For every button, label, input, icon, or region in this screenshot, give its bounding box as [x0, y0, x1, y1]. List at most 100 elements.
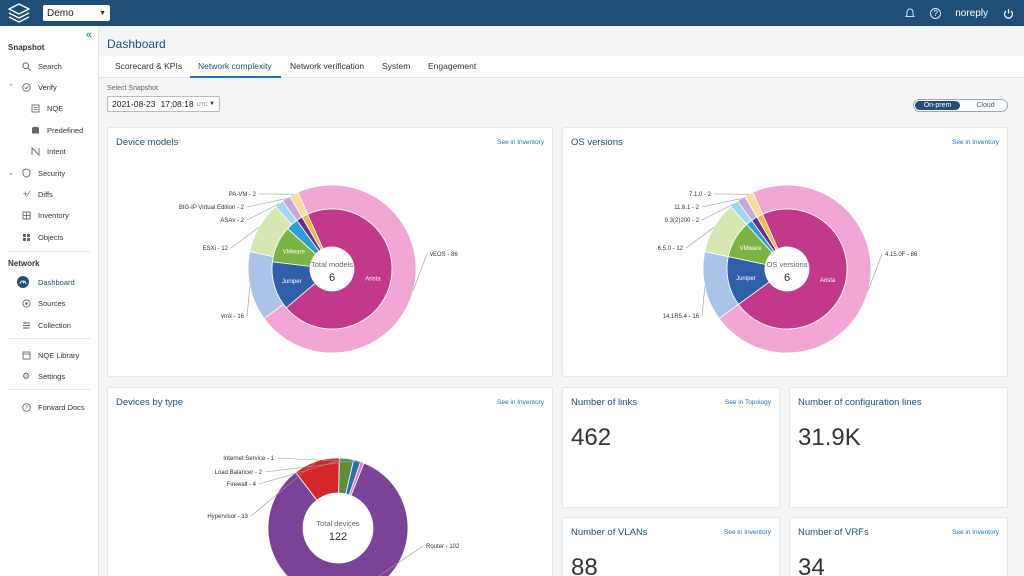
- slice-label: 4.15.0F - 86: [885, 252, 918, 258]
- top-bar: Demo ▼ ? noreply: [0, 0, 1024, 26]
- slice-label: ESXi - 12: [203, 246, 229, 252]
- sidebar-item-intent[interactable]: Intent: [0, 142, 98, 160]
- donut-center-value: 6: [329, 272, 335, 284]
- card-number-of-vrfs: Number of VRFs See in Inventory 34: [789, 517, 1008, 576]
- slice-label: Load Balancer - 2: [215, 470, 263, 476]
- label-leader-line: [867, 253, 883, 291]
- toggle-cloud[interactable]: Cloud: [976, 102, 995, 109]
- sidebar-item-nqe-library[interactable]: NQE Library: [0, 346, 98, 364]
- tab-bar: Scorecard & KPIs Network complexity Netw…: [99, 56, 1024, 78]
- slice-label: 14.1R5.4 - 16: [663, 314, 700, 320]
- forward-logo-icon[interactable]: [8, 3, 30, 23]
- see-in-inventory-link[interactable]: See in Inventory: [497, 139, 544, 146]
- tab-network-complexity[interactable]: Network complexity: [198, 61, 272, 71]
- card-number-of-links: Number of links See in Topology 462: [562, 387, 780, 508]
- sidebar-item-collection[interactable]: Collection: [0, 316, 98, 334]
- sidebar-item-label: NQE: [47, 103, 64, 113]
- see-in-inventory-link[interactable]: See in Inventory: [497, 399, 544, 406]
- nqe-icon: [29, 102, 41, 114]
- devices-by-type-chart: Router - 102 Hypervisor - 13 Firewall - 4 L…: [207, 456, 460, 576]
- card-os-versions: OS versions See in Inventory Arista Junip…: [562, 127, 1008, 377]
- label-leader-line: [701, 198, 742, 208]
- check-circle-icon: [20, 81, 32, 93]
- project-select[interactable]: Demo ▼: [43, 5, 110, 21]
- chevron-down-icon: ▼: [99, 9, 106, 17]
- database-icon: [29, 124, 41, 136]
- sidebar-item-sources[interactable]: Sources: [0, 294, 98, 312]
- segment-label: VMware: [740, 246, 763, 252]
- see-in-inventory-link[interactable]: See in Inventory: [724, 529, 771, 536]
- card-title: Number of links: [571, 397, 637, 408]
- sidebar-item-predefined[interactable]: Predefined: [0, 121, 98, 139]
- sidebar-divider: [8, 251, 90, 252]
- sidebar-divider: [8, 338, 90, 339]
- see-in-inventory-link[interactable]: See in Inventory: [952, 139, 999, 146]
- sidebar-item-label: Predefined: [47, 125, 84, 135]
- gear-icon: ⚙: [21, 370, 31, 381]
- segment-label: VMware: [283, 250, 306, 256]
- label-leader-line: [701, 203, 735, 221]
- card-title: OS versions: [571, 137, 623, 148]
- see-in-inventory-link[interactable]: See in Inventory: [952, 529, 999, 536]
- sidebar: « Snapshot Search ⌃ Verify NQE Predefine…: [0, 26, 99, 576]
- sidebar-item-verify[interactable]: ⌃ Verify: [0, 78, 98, 96]
- segment-label: Juniper: [282, 279, 302, 285]
- card-devices-by-type: Devices by type See in Inventory Router …: [107, 387, 553, 576]
- sidebar-item-label: NQE Library: [38, 350, 80, 360]
- snapshot-date: 2021-08-23: [112, 99, 156, 109]
- sidebar-item-label: Settings: [38, 371, 66, 381]
- slice-label: ASAv - 2: [220, 218, 244, 224]
- sidebar-item-forward-docs[interactable]: ? Forward Docs: [0, 398, 98, 416]
- card-configuration-lines: Number of configuration lines 31.9K: [789, 387, 1008, 508]
- sources-icon: [20, 297, 32, 309]
- sidebar-item-label: Collection: [38, 320, 71, 330]
- snapshot-time: 17:08:18: [160, 99, 194, 109]
- sidebar-item-dashboard[interactable]: Dashboard: [0, 273, 98, 291]
- notification-icon[interactable]: [904, 7, 916, 19]
- tab-system[interactable]: System: [382, 61, 411, 71]
- config-lines-count: 31.9K: [798, 424, 861, 451]
- donut-center: [303, 493, 373, 563]
- label-leader-line: [258, 458, 347, 485]
- slice-label: vmx - 16: [221, 314, 245, 320]
- help-icon[interactable]: ?: [930, 7, 942, 19]
- sidebar-item-diffs[interactable]: +⁄ Diffs: [0, 185, 98, 203]
- search-icon: [20, 60, 32, 72]
- sidebar-item-objects[interactable]: Objects: [0, 228, 98, 246]
- tab-scorecard[interactable]: Scorecard & KPIs: [115, 61, 183, 71]
- project-select-value: Demo: [47, 7, 74, 19]
- label-leader-line: [685, 226, 715, 249]
- toggle-on-prem[interactable]: On-prem: [915, 101, 960, 110]
- segment-label: Arista: [365, 276, 381, 282]
- sidebar-item-inventory[interactable]: Inventory: [0, 206, 98, 224]
- sidebar-section-network: Network: [8, 259, 40, 268]
- deployment-toggle[interactable]: On-prem Cloud: [913, 99, 1008, 112]
- sidebar-item-settings[interactable]: ⚙ Settings: [0, 367, 98, 385]
- snapshot-label: Select Snapshot: [107, 85, 158, 92]
- sidebar-item-label: Search: [38, 61, 62, 71]
- snapshot-select[interactable]: 2021-08-23 17:08:18 UTC ▼: [107, 96, 220, 112]
- card-title: Devices by type: [116, 397, 184, 408]
- svg-text:?: ?: [24, 405, 27, 411]
- sidebar-item-search[interactable]: Search: [0, 57, 98, 75]
- user-menu[interactable]: noreply: [955, 7, 988, 19]
- power-icon[interactable]: [1002, 7, 1014, 19]
- sidebar-item-label: Verify: [38, 82, 57, 92]
- collapse-sidebar-icon[interactable]: «: [85, 29, 92, 41]
- tab-engagement[interactable]: Engagement: [428, 61, 477, 71]
- help-circle-icon: ?: [20, 401, 32, 413]
- label-leader-line: [378, 545, 424, 576]
- label-leader-line: [246, 286, 251, 317]
- see-in-topology-link[interactable]: See in Topology: [724, 399, 771, 406]
- snapshot-timezone: UTC: [196, 102, 208, 108]
- sidebar-item-security[interactable]: ⌄ Security: [0, 164, 98, 182]
- slice-label: BIG-IP Virtual Edition - 2: [179, 205, 245, 211]
- sidebar-item-nqe[interactable]: NQE: [0, 99, 98, 117]
- sidebar-item-label: Intent: [47, 146, 66, 156]
- grid-icon: [20, 231, 32, 243]
- slice-label: 9.3(2)200 - 2: [665, 218, 700, 224]
- intent-icon: [29, 145, 41, 157]
- collection-icon: [20, 319, 32, 331]
- tab-network-verification[interactable]: Network verification: [290, 61, 365, 71]
- label-leader-line: [246, 203, 280, 221]
